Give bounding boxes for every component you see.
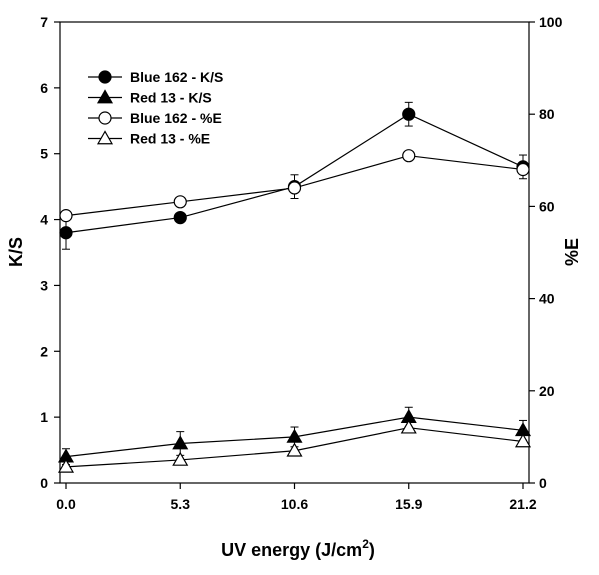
data-point [516, 162, 530, 177]
legend-item-2: Red 13 - K/S [88, 89, 212, 106]
x-tick-label: 0.0 [56, 496, 76, 512]
data-point [172, 451, 189, 466]
y2-tick-label: 40 [539, 291, 555, 307]
y2-tick-label: 80 [539, 106, 555, 122]
y-tick-label: 5 [40, 146, 48, 162]
series-4 [57, 419, 532, 473]
data-point [400, 419, 417, 434]
data-point [173, 195, 187, 209]
legend-label: Red 13 - K/S [130, 90, 212, 106]
data-point [59, 209, 73, 223]
data-point [287, 181, 302, 195]
y2-tick-label: 20 [539, 383, 555, 399]
data-point [286, 428, 303, 443]
data-point [402, 107, 416, 121]
legend-item-4: Red 13 - %E [88, 130, 210, 147]
y-tick-label: 6 [40, 80, 48, 96]
x-tick-label: 21.2 [509, 496, 536, 512]
data-point [402, 149, 416, 163]
y2-tick-label: 100 [539, 14, 563, 30]
y-tick-label: 7 [40, 14, 48, 30]
legend-marker [98, 70, 112, 84]
y-tick-label: 1 [40, 409, 48, 425]
data-point [286, 442, 303, 457]
data-point [172, 435, 189, 450]
data-point [59, 226, 73, 240]
data-point [57, 458, 75, 473]
y2-axis-ticks: 0 20 40 60 80 100 [529, 14, 563, 491]
series-3 [59, 149, 530, 223]
x-tick-label: 5.3 [171, 496, 191, 512]
y-tick-label: 2 [40, 343, 48, 359]
x-axis-title-main: UV energy (J/cm [221, 540, 362, 560]
data-point [514, 433, 532, 448]
x-axis-title: UV energy (J/cm2) [221, 537, 375, 560]
x-axis-ticks: 0.0 5.3 10.6 15.9 21.2 [56, 483, 537, 512]
x-axis-title-superscript: 2 [362, 537, 369, 551]
data-point [173, 210, 187, 225]
y-tick-label: 0 [40, 475, 48, 491]
x-tick-label: 15.9 [395, 496, 422, 512]
y2-tick-label: 0 [539, 475, 547, 491]
legend-item-1: Blue 162 - K/S [88, 69, 223, 85]
y-axis-ticks: 0 1 2 3 4 5 6 7 [40, 14, 60, 491]
legend-label: Blue 162 - K/S [130, 69, 223, 85]
legend: Blue 162 - K/S Red 13 - K/S Blue 162 - %E R… [88, 69, 223, 147]
y2-tick-label: 60 [539, 198, 555, 214]
x-tick-label: 10.6 [281, 496, 308, 512]
legend-label: Red 13 - %E [130, 131, 210, 147]
x-axis-title-suffix: ) [369, 540, 375, 560]
legend-item-3: Blue 162 - %E [88, 110, 222, 126]
legend-label: Blue 162 - %E [130, 110, 222, 126]
legend-marker [96, 89, 114, 104]
series-layer [57, 101, 532, 473]
y2-axis-title: %E [562, 238, 582, 266]
legend-marker [98, 111, 112, 125]
y-tick-label: 3 [40, 277, 48, 293]
y-axis-title: K/S [6, 237, 26, 267]
y-tick-label: 4 [40, 212, 48, 228]
legend-marker [96, 130, 114, 145]
